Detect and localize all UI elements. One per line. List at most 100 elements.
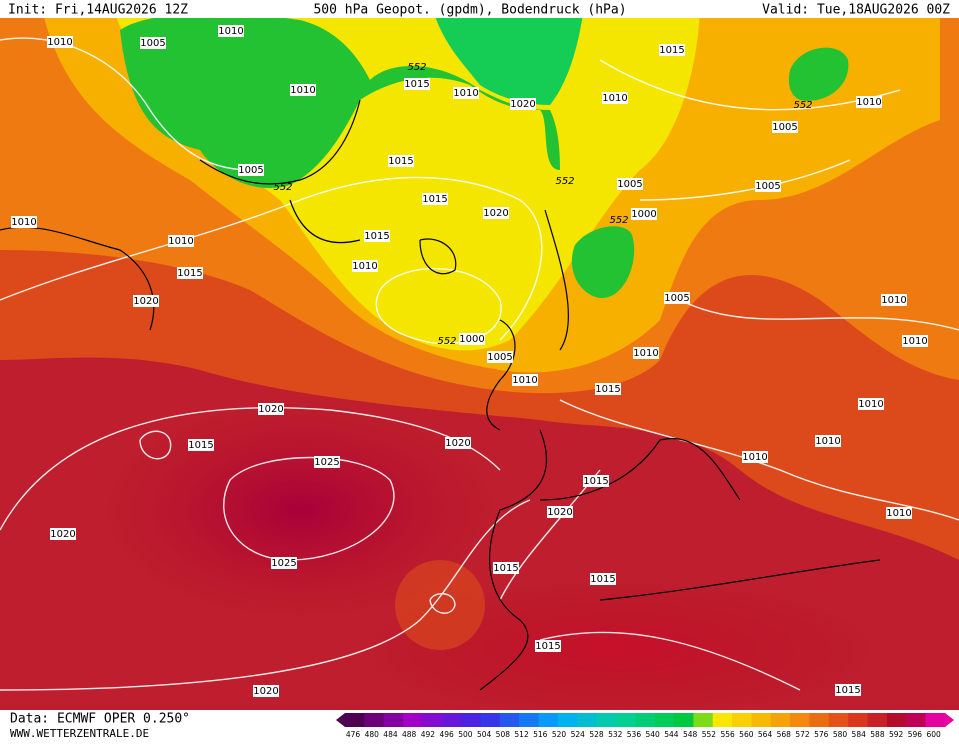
- colorbar-label: 592: [889, 730, 904, 739]
- colorbar-label: 548: [683, 730, 698, 739]
- isobar-label: 1005: [772, 122, 797, 133]
- colorbar-swatch: [538, 713, 559, 727]
- isobar-label: 1020: [483, 208, 508, 219]
- label-box: [512, 374, 538, 386]
- isobars: [0, 37, 959, 691]
- green-zone: [788, 47, 849, 101]
- colorbar-label: 484: [383, 730, 398, 739]
- isobar-label: 1010: [290, 85, 315, 96]
- label-box: [453, 87, 479, 99]
- label-box: [258, 403, 284, 415]
- colorbar-arrow: [945, 713, 954, 727]
- colorbar-label: 512: [514, 730, 529, 739]
- label-box: [664, 292, 690, 304]
- label-box: [290, 84, 316, 96]
- colorbar-swatch: [654, 713, 675, 727]
- colorbar-swatch: [674, 713, 694, 727]
- isobar-label: 552: [793, 100, 812, 111]
- isobar-label: 552: [437, 336, 456, 347]
- isobar-label: 1005: [487, 352, 512, 363]
- isobar-label: 1010: [858, 399, 883, 410]
- isobar-label: 552: [555, 176, 574, 187]
- valid-time: Valid: Tue,18AUG2026 00Z: [762, 3, 950, 18]
- colorbar-label: 580: [833, 730, 848, 739]
- isobar-label: 1005: [617, 179, 642, 190]
- colorbar-swatch: [461, 713, 481, 727]
- colorbar-swatch: [364, 713, 385, 727]
- label-box: [422, 193, 448, 205]
- label-box: [487, 351, 513, 363]
- colorbar-label: 584: [852, 730, 867, 739]
- colorbar-label: 544: [664, 730, 679, 739]
- green-zone: [571, 226, 635, 299]
- label-box: [772, 121, 798, 133]
- colorbar-swatch: [828, 713, 849, 727]
- label-box: [583, 475, 609, 487]
- isobar-label: 1010: [602, 93, 627, 104]
- colorbar-swatch: [809, 713, 830, 727]
- isobar-label: 1010: [11, 217, 36, 228]
- colorbar-label: 496: [439, 730, 454, 739]
- isobar-label: 1000: [631, 209, 656, 220]
- isobar-label: 1015: [583, 476, 608, 487]
- isobar-label: 1010: [352, 261, 377, 272]
- label-box: [815, 435, 841, 447]
- colorbar-swatch: [732, 713, 752, 727]
- colorbar-swatch: [925, 713, 946, 727]
- colorbar-swatch: [422, 713, 443, 727]
- colorbar-label: 516: [533, 730, 548, 739]
- colorbar-label: 528: [589, 730, 604, 739]
- init-time: Init: Fri,14AUG2026 12Z: [8, 3, 188, 18]
- isobar-label: 1015: [535, 641, 560, 652]
- isobar-label: 1020: [50, 529, 75, 540]
- colorbar-swatch: [345, 713, 365, 727]
- isobar-label: 1025: [314, 457, 339, 468]
- isobar-label: 1015: [590, 574, 615, 585]
- coastlines: [0, 99, 881, 691]
- isobar-label: 1015: [177, 268, 202, 279]
- label-box: [617, 178, 643, 190]
- colorbar-label: 504: [477, 730, 492, 739]
- website: WWW.WETTERZENTRALE.DE: [10, 727, 149, 740]
- isobar-label: 1010: [47, 37, 72, 48]
- colorbar-swatch: [441, 713, 462, 727]
- isobar-label: 1015: [188, 440, 213, 451]
- isobar-label: 552: [273, 182, 292, 193]
- isobar-label: 1010: [742, 452, 767, 463]
- label-box: [602, 92, 628, 104]
- colorbar-swatch: [848, 713, 869, 727]
- label-box: [510, 98, 536, 110]
- high-pressure-core: [100, 400, 500, 620]
- label-box: [547, 506, 573, 518]
- label-box: [364, 230, 390, 242]
- isobar-label: 1020: [253, 686, 278, 697]
- label-box: [188, 439, 214, 451]
- colorbar-label: 532: [608, 730, 623, 739]
- isobar-label: 1010: [881, 295, 906, 306]
- colorbar-swatch: [712, 713, 733, 727]
- isobar-label: 1015: [835, 685, 860, 696]
- colorbar-label: 564: [758, 730, 773, 739]
- colorbar-label: 560: [739, 730, 754, 739]
- label-box: [858, 398, 884, 410]
- isobar-label: 552: [407, 62, 426, 73]
- colorbar-swatch: [867, 713, 888, 727]
- colorbar-label: 540: [646, 730, 661, 739]
- isobar-labels: 1010 1005 1010 552 1015 1010 1015 1010 1020 1010 1…: [11, 25, 928, 697]
- isobar-label: 1015: [404, 79, 429, 90]
- label-box: [47, 36, 73, 48]
- colorbar-swatch: [519, 713, 540, 727]
- isobar-label: 1005: [140, 38, 165, 49]
- isobar-label: 1015: [388, 156, 413, 167]
- colorbar-label: 500: [458, 730, 473, 739]
- isobar-label: 1010: [168, 236, 193, 247]
- warm-zone: [360, 580, 880, 720]
- label-box: [50, 528, 76, 540]
- colorbar-swatch: [751, 713, 772, 727]
- label-box: [493, 562, 519, 574]
- label-box: [11, 216, 37, 228]
- label-box: [659, 44, 685, 56]
- colorbar-label: 480: [365, 730, 380, 739]
- colorbar-swatch: [499, 713, 520, 727]
